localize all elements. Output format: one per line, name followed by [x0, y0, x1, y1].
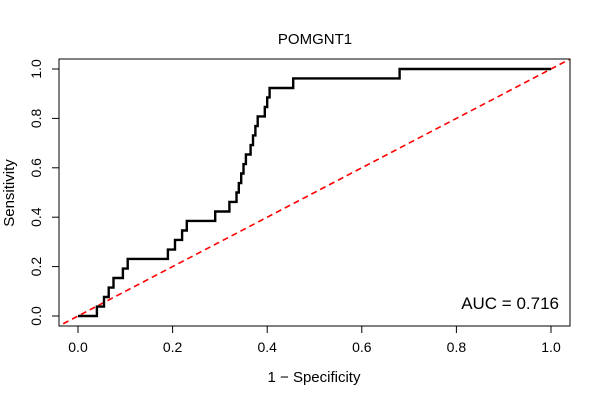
y-tick-label: 0.2 — [28, 257, 44, 277]
y-axis: 0.0 0.2 0.4 0.6 0.8 1.0 — [28, 59, 60, 326]
y-axis-label: Sensitivity — [1, 159, 18, 227]
x-tick-label: 0.0 — [68, 339, 88, 355]
x-axis: 0.0 0.2 0.4 0.6 0.8 1.0 — [68, 325, 561, 355]
x-tick-label: 1.0 — [541, 339, 561, 355]
plot-series-layer — [59, 59, 570, 326]
y-tick-label: 0.6 — [28, 158, 44, 178]
x-tick-label: 0.8 — [447, 339, 467, 355]
y-tick-label: 1.0 — [28, 59, 44, 79]
chart-title: POMGNT1 — [278, 31, 352, 48]
series-reference-line — [59, 59, 570, 326]
auc-annotation: AUC = 0.716 — [461, 294, 559, 313]
x-tick-label: 0.6 — [352, 339, 372, 355]
x-tick-label: 0.4 — [257, 339, 277, 355]
x-axis-label: 1 − Specificity — [268, 369, 361, 386]
x-tick-label: 0.2 — [163, 339, 183, 355]
y-tick-label: 0.4 — [28, 207, 44, 227]
y-tick-label: 0.0 — [28, 306, 44, 326]
y-tick-label: 0.8 — [28, 108, 44, 128]
series-roc-line — [78, 67, 551, 318]
